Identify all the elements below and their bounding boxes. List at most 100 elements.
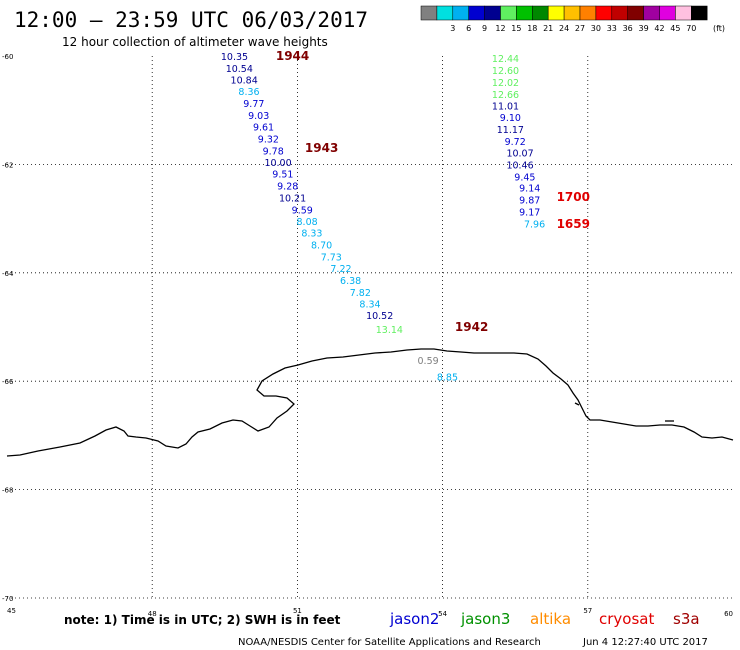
swh-label: 7.73 (321, 253, 342, 264)
swh-label: 12.44 (492, 54, 519, 65)
legend-label: 30 (591, 24, 601, 33)
swh-label: 10.54 (226, 64, 253, 75)
swh-label: 9.03 (248, 111, 269, 122)
swh-label: 12.02 (492, 78, 519, 89)
pass-time-label: 1700 (557, 190, 590, 204)
swh-label: 9.14 (519, 184, 540, 195)
satellite-s3a: s3a (673, 610, 700, 628)
color-legend: 3 6 9 12 15 18 21 24 27 30 33 36 39 42 45 70 (420, 5, 708, 33)
y-tick-label: -60 (2, 53, 13, 61)
satellite-legend: jason2 jason3 altika cryosat s3a (389, 610, 700, 628)
legend-swatch (595, 5, 613, 21)
footer-timestamp: Jun 4 12:27:40 UTC 2017 (582, 637, 708, 648)
swh-label: 9.51 (272, 170, 293, 181)
legend-swatch (611, 5, 628, 21)
swh-label: 9.17 (519, 208, 540, 219)
swh-label: 13.14 (376, 325, 403, 336)
legend-unit: (ft) (713, 24, 725, 33)
swh-label: 9.87 (519, 196, 540, 207)
legend-swatch (500, 5, 517, 21)
swh-label: 8.70 (311, 241, 332, 252)
pass-time-label: 1944 (276, 49, 309, 63)
swh-label: 12.60 (492, 66, 519, 77)
legend-swatch (563, 5, 581, 21)
swh-label: 9.77 (243, 99, 264, 110)
legend-label: 36 (623, 24, 633, 33)
swh-label: 9.61 (253, 122, 274, 133)
swh-label: 10.21 (279, 193, 306, 204)
legend-swatch (643, 5, 660, 21)
legend-label: 70 (686, 24, 696, 33)
legend-swatch (468, 5, 485, 21)
footer-credit: NOAA/NESDIS Center for Satellite Applica… (238, 637, 541, 648)
satellite-cryosat: cryosat (599, 610, 654, 628)
legend-label: 3 (450, 24, 455, 33)
legend-label: 6 (466, 24, 471, 33)
satellite-jason3: jason3 (460, 610, 510, 628)
legend-swatch (420, 5, 438, 21)
legend-swatch (516, 5, 533, 21)
swh-label: 9.59 (292, 205, 313, 216)
legend-label: 45 (670, 24, 680, 33)
pass-time-label: 1659 (557, 217, 590, 231)
footer-note: note: 1) Time is in UTC; 2) SWH is in fe… (64, 613, 341, 627)
coastline (6, 348, 734, 457)
y-tick-label: -70 (2, 595, 13, 603)
legend-swatch (691, 5, 708, 21)
legend-swatch (627, 5, 644, 21)
coastline-islet (574, 402, 580, 406)
swh-label: 9.45 (514, 172, 535, 183)
legend-swatch (547, 5, 565, 21)
swh-label: 7.96 (524, 219, 545, 230)
swh-label: 10.84 (231, 75, 258, 86)
wave-height-points: 10.3510.5410.848.369.779.039.619.329.781… (221, 52, 545, 383)
swh-label: 8.36 (238, 87, 259, 98)
x-tick-label: 60 (724, 610, 733, 618)
map-grid: 45 48 51 54 57 60 -60 -62 -64 -66 -68 -70 (2, 53, 733, 618)
satellite-jason2: jason2 (389, 610, 439, 628)
y-tick-label: -68 (2, 487, 13, 495)
swh-label: 10.52 (366, 311, 393, 322)
page-title: 12:00 – 23:59 UTC 06/03/2017 (14, 8, 368, 32)
x-tick-label: 45 (7, 607, 16, 615)
legend-label: 18 (527, 24, 537, 33)
swh-label: 10.00 (264, 158, 291, 169)
pass-time-label: 1942 (455, 320, 488, 334)
swh-label: 11.01 (492, 101, 519, 112)
swh-label: 7.22 (330, 264, 351, 275)
x-tick-label: 48 (148, 610, 157, 618)
swh-label: 8.08 (297, 217, 318, 228)
swh-label: 9.32 (258, 134, 279, 145)
legend-swatch (675, 5, 692, 21)
swh-label: 7.82 (350, 288, 371, 299)
swh-label: 0.59 (418, 356, 439, 367)
swh-label: 12.66 (492, 90, 519, 101)
page-subtitle: 12 hour collection of altimeter wave hei… (62, 35, 328, 49)
legend-label: 9 (482, 24, 487, 33)
legend-label: 12 (495, 24, 505, 33)
legend-swatch (484, 5, 501, 21)
y-tick-label: -64 (2, 270, 14, 278)
legend-label: 24 (559, 24, 569, 33)
swh-label: 9.10 (500, 113, 521, 124)
swh-label: 11.17 (497, 125, 524, 136)
legend-swatch (579, 5, 597, 21)
legend-label: 27 (575, 24, 585, 33)
satellite-altika: altika (530, 610, 571, 628)
legend-label: 21 (543, 24, 553, 33)
legend-label: 39 (639, 24, 649, 33)
x-tick-label: 54 (438, 610, 447, 618)
pass-time-labels: 1944 1943 1942 1700 1659 (276, 49, 590, 334)
x-tick-label: 57 (583, 607, 592, 615)
legend-swatch (452, 5, 469, 21)
swh-label: 8.33 (301, 229, 322, 240)
y-tick-label: -62 (2, 161, 13, 169)
swh-label: 9.72 (505, 137, 526, 148)
legend-label: 33 (607, 24, 617, 33)
swh-label: 10.46 (506, 160, 533, 171)
pass-time-label: 1943 (305, 141, 338, 155)
x-tick-label: 51 (293, 607, 302, 615)
swh-label: 10.35 (221, 52, 248, 63)
legend-swatch (659, 5, 676, 21)
